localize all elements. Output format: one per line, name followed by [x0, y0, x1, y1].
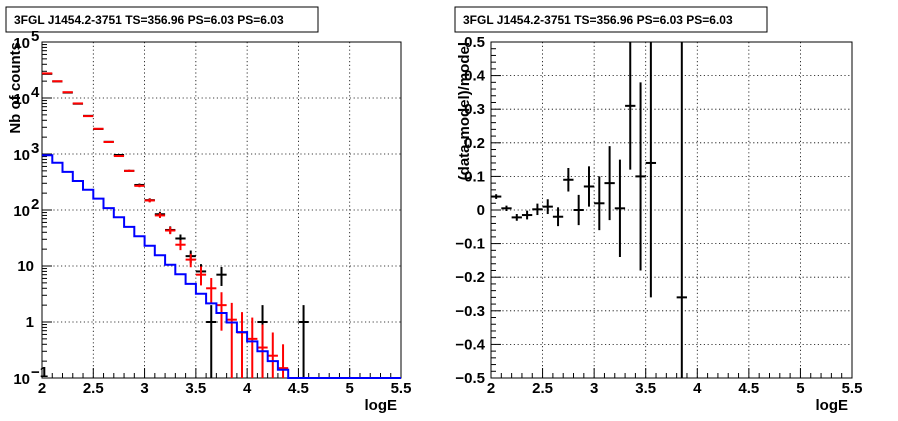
chart-title-box	[5, 6, 319, 33]
data-point	[521, 210, 533, 220]
x-tick-label: 4	[243, 380, 252, 397]
y-tick-label: 10	[13, 371, 30, 388]
chart-panel-1: 3FGL J1454.2-3751 TS=356.96 PS=6.03 PS=6…	[454, 6, 863, 414]
data-point	[491, 194, 502, 199]
y-tick-label: 0	[477, 202, 485, 219]
x-tick-label: 3	[590, 380, 598, 397]
data-point	[583, 166, 595, 207]
data-point	[144, 198, 155, 203]
data-point	[42, 72, 53, 75]
x-tick-label: 2.5	[532, 380, 553, 397]
data-point	[165, 226, 176, 235]
data-point	[103, 140, 114, 143]
chart-panel-0: 3FGL J1454.2-3751 TS=356.96 PS=6.03 PS=6…	[5, 6, 412, 414]
x-axis-title: logE	[365, 397, 398, 414]
y-tick-exponent: 2	[31, 196, 39, 213]
data-point	[72, 102, 84, 105]
y-tick-label: 1	[26, 314, 34, 331]
x-tick-label: 5	[796, 380, 804, 397]
data-point	[226, 302, 237, 378]
x-tick-label: 5.5	[842, 380, 863, 397]
data-point	[676, 42, 687, 378]
y-axis-title: Nb of counts	[7, 42, 24, 134]
data-point	[206, 305, 217, 378]
y-tick-label: 10	[13, 35, 30, 52]
x-tick-label: 2.5	[83, 380, 104, 397]
data-point	[267, 332, 278, 378]
y-tick-label: 10	[13, 147, 30, 164]
data-point	[154, 212, 166, 218]
data-point	[216, 292, 227, 331]
y-tick-label: 0.2	[464, 135, 485, 152]
data-point	[83, 115, 94, 118]
x-tick-label: 4	[693, 380, 702, 397]
data-point	[113, 155, 125, 158]
data-point	[501, 205, 512, 212]
x-tick-label: 5.5	[391, 380, 412, 397]
x-tick-label: 5	[346, 380, 354, 397]
x-tick-label: 2	[487, 380, 495, 397]
x-tick-label: 3	[140, 380, 148, 397]
data-point	[206, 278, 217, 304]
data-point	[552, 207, 564, 227]
y-tick-label: −0.3	[455, 303, 485, 320]
data-point	[625, 42, 636, 170]
data-point	[573, 194, 584, 226]
data-point	[511, 214, 522, 221]
data-point	[563, 168, 574, 192]
y-tick-label: 10	[13, 91, 30, 108]
x-tick-label: 4.5	[738, 380, 759, 397]
model-step-line	[42, 154, 401, 379]
data-point	[532, 203, 543, 216]
x-axis-title: logE	[816, 397, 849, 414]
data-point	[542, 199, 553, 215]
y-tick-exponent: 5	[31, 28, 39, 45]
y-tick-label: 0.5	[464, 34, 485, 51]
y-tick-label: 0.4	[464, 68, 486, 85]
data-point	[216, 266, 227, 286]
data-point	[635, 82, 646, 271]
y-tick-label: 10	[13, 203, 30, 220]
data-point	[614, 159, 626, 258]
chart-title: 3FGL J1454.2-3751 TS=356.96 PS=6.03 PS=6…	[14, 13, 284, 27]
y-axis-title: (data-model)/model	[456, 42, 473, 180]
data-point	[277, 344, 289, 378]
chart-title: 3FGL J1454.2-3751 TS=356.96 PS=6.03 PS=6…	[463, 13, 733, 27]
y-tick-label: −0.5	[455, 370, 485, 387]
data-point	[52, 80, 63, 83]
chart-title-box	[454, 6, 768, 33]
data-point	[175, 240, 186, 251]
y-tick-label: −0.4	[455, 336, 485, 353]
y-tick-exponent: 4	[31, 84, 40, 101]
data-point	[604, 146, 615, 221]
data-point	[124, 169, 135, 172]
data-point	[134, 184, 145, 188]
y-tick-exponent: 3	[31, 140, 39, 157]
data-point	[62, 91, 73, 94]
x-tick-label: 4.5	[288, 380, 309, 397]
x-tick-label: 3.5	[635, 380, 656, 397]
y-tick-label: −0.1	[455, 236, 485, 253]
y-tick-label: 10	[17, 258, 34, 275]
x-tick-label: 3.5	[185, 380, 206, 397]
data-point	[93, 127, 104, 130]
data-point	[195, 266, 207, 286]
data-point	[247, 317, 258, 378]
y-tick-label: 0.1	[464, 168, 485, 185]
data-point	[645, 42, 657, 298]
data-point	[594, 176, 605, 231]
data-point	[185, 253, 196, 268]
y-tick-label: 0.3	[464, 101, 485, 118]
y-tick-label: −0.2	[455, 269, 485, 286]
data-point	[236, 312, 248, 378]
x-tick-label: 2	[38, 380, 46, 397]
data-point	[298, 305, 309, 378]
y-tick-exponent: −1	[31, 364, 48, 381]
